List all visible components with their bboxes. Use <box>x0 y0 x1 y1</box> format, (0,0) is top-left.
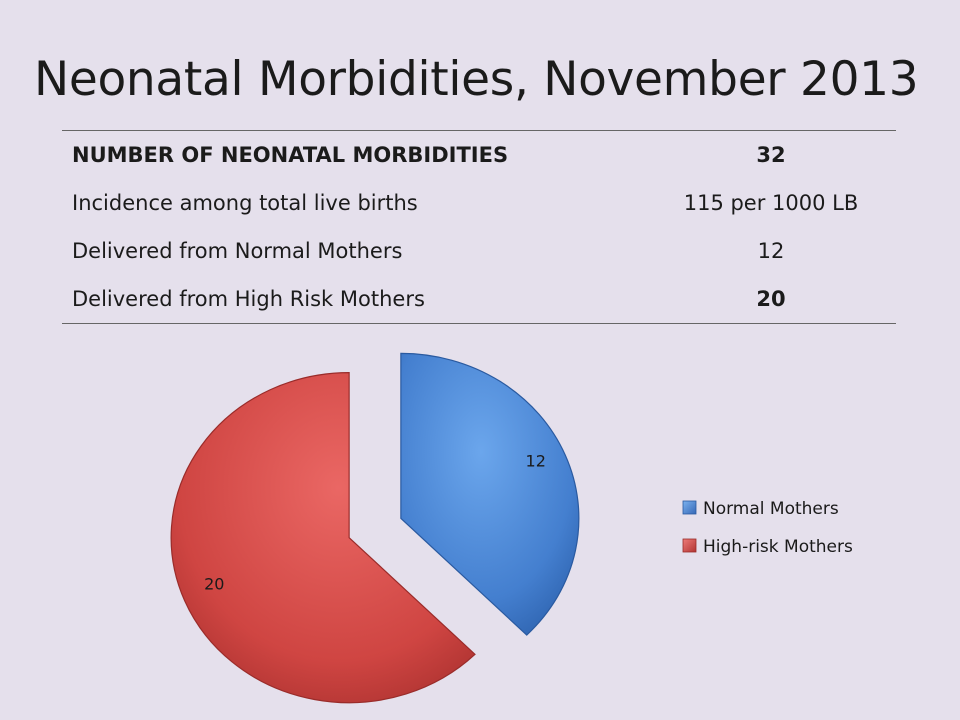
legend-swatch <box>682 500 697 515</box>
row-label: Delivered from Normal Mothers <box>72 239 403 263</box>
data-label: 12 <box>526 452 546 471</box>
legend-label: High-risk Mothers <box>703 537 853 557</box>
table-row: Incidence among total live births 115 pe… <box>62 179 896 227</box>
slide-title: Neonatal Morbidities, November 2013 <box>34 52 919 107</box>
row-label: NUMBER OF NEONATAL MORBIDITIES <box>72 143 509 167</box>
table-row: NUMBER OF NEONATAL MORBIDITIES 32 <box>62 131 896 180</box>
table-row: Delivered from Normal Mothers 12 <box>62 227 896 275</box>
row-label: Delivered from High Risk Mothers <box>72 287 425 311</box>
row-value: 32 <box>756 143 786 167</box>
row-value: 20 <box>756 287 786 311</box>
legend-swatch <box>682 538 697 553</box>
pie-slice-high-risk-mothers <box>170 372 476 704</box>
summary-table: NUMBER OF NEONATAL MORBIDITIES 32 Incide… <box>62 130 896 324</box>
row-value: 12 <box>757 239 785 263</box>
legend-label: Normal Mothers <box>703 499 839 519</box>
table-row: Delivered from High Risk Mothers 20 <box>62 275 896 324</box>
pie-slice-normal-mothers <box>400 352 580 636</box>
data-label: 20 <box>204 574 224 593</box>
row-value: 115 per 1000 LB <box>683 191 859 215</box>
row-label: Incidence among total live births <box>72 191 418 215</box>
